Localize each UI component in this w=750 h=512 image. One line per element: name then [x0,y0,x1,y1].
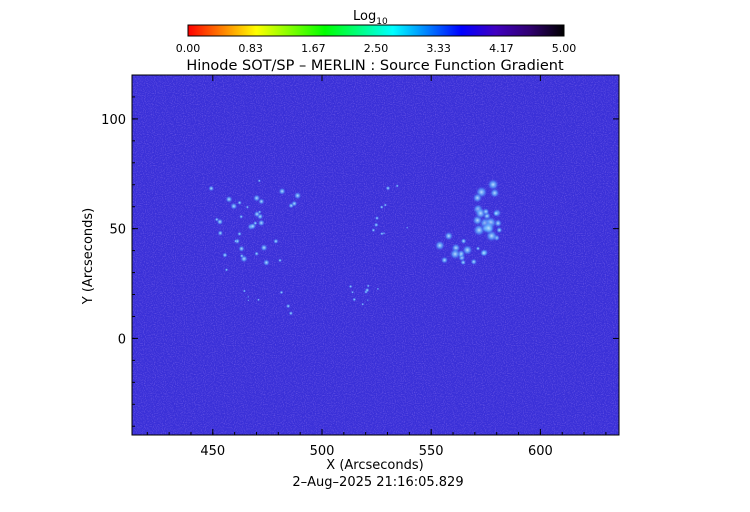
heatmap-bright-spot [242,289,246,293]
heatmap-bright-spot [366,299,369,302]
x-tick-label: 500 [310,444,335,459]
heatmap-bright-spot [217,230,224,237]
heatmap-bright-spot [239,253,244,259]
colorbar-tick-label: 5.00 [552,42,577,55]
heatmap-bright-spot [247,295,250,298]
heatmap-bright-spot [351,290,354,294]
heatmap-bright-spot [253,210,261,218]
heatmap-bright-spot [293,191,302,200]
heatmap-bright-spot [279,290,284,295]
heatmap-bright-spot [460,238,467,245]
heatmap-bright-spot [492,210,500,217]
heatmap-bright-spot [278,258,282,263]
heatmap-bright-spot [262,259,270,267]
heatmap-speckle [132,75,619,435]
heatmap-bright-spot [288,311,294,316]
heatmap-bright-spot [449,248,461,260]
colorbar-tick-label: 0.00 [176,42,201,55]
heatmap-bright-spot [291,200,298,207]
heatmap-bright-spot [239,214,244,219]
colorbar-label: Log10 [353,9,388,27]
heatmap-bright-spot [285,303,291,309]
heatmap-bright-spot [216,218,224,226]
plot-frame [131,74,620,436]
heatmap-bright-spot [376,287,380,291]
x-tick-label: 550 [419,444,444,459]
heatmap-bright-spot [352,297,357,302]
bright-regions [208,178,503,316]
heatmap-bright-spot [230,202,238,210]
colorbar [187,24,565,37]
heatmap-bright-spot [460,259,467,266]
heatmap-bright-spot [224,268,229,272]
x-tick-label: 600 [528,444,553,459]
heatmap-bright-spot [252,194,261,202]
colorbar-tick-label: 1.67 [301,42,326,55]
heatmap-bright-spot [406,226,409,229]
heatmap-bright-spot [383,203,387,207]
y-tick-label: 0 [118,332,126,347]
heatmap-bright-spot [371,228,376,233]
heatmap-bright-spot [496,226,503,234]
heatmap-bright-spot [237,231,242,237]
heatmap-bright-spot [237,200,242,205]
heatmap-bright-spot [364,287,370,293]
y-tick-label: 100 [101,113,126,128]
colorbar-tick-label: 3.33 [426,42,451,55]
heatmap-bright-spot [366,284,370,288]
heatmap-bright-spot [487,178,500,191]
heatmap-bright-spot [249,222,257,230]
heatmap-bright-spot [395,184,399,188]
heatmap-bright-spot [482,207,490,216]
heatmap-bright-spot [260,243,268,252]
heatmap-bright-spot [238,245,245,252]
heatmap-bright-spot [222,252,228,258]
heatmap-bright-spot [257,179,261,183]
y-axis-label: Y (Arcseconds) [81,208,96,305]
heatmap-bright-spot [475,246,481,251]
heatmap-bright-spot [273,238,279,245]
heatmap-bright-spot [208,185,215,192]
heatmap-bright-spot [233,239,238,243]
heatmap-bright-spot [481,221,496,235]
heatmap-bright-spot [489,188,500,198]
heatmap-bright-spot [245,205,250,209]
heatmap-bright-spot [444,231,454,241]
colorbar-tick-label: 4.17 [489,42,514,55]
heatmap-bright-spot [361,302,365,306]
heatmap-bright-spot [257,298,260,302]
x-axis-label: X (Arcseconds) [326,458,423,473]
x-tick-label: 450 [200,444,225,459]
heatmap-bright-spot [385,185,391,191]
y-tick-label: 50 [109,223,126,238]
heatmap-bright-spot [373,222,379,228]
heatmap-bright-spot [225,195,233,203]
heatmap-bright-spot [247,299,250,302]
heatmap-bright-spot [374,215,380,221]
heatmap-bright-spot [434,240,446,251]
heatmap-bright-spot [278,187,286,196]
heatmap-bright-spot [440,256,449,264]
axes: 450 500 550 600 0 50 100 [101,74,619,459]
colorbar-tick-label: 0.83 [238,42,263,55]
colorbar-label-base: Log [353,9,376,24]
colorbar-tick-label: 2.50 [364,42,389,55]
heatmap-bright-spot [257,219,265,227]
colorbar-label-subscript: 10 [376,17,388,27]
chart-title: Hinode SOT/SP – MERLIN : Source Function… [186,58,564,74]
heatmap-bright-spot [470,258,478,266]
heatmap-bright-spot [348,284,353,289]
colorbar-tick-labels: 0.00 0.83 1.67 2.50 3.33 4.17 5.00 [176,42,577,55]
heatmap-bright-spot [479,249,488,257]
heatmap-bright-spot [472,192,483,203]
heatmap-bright-spot [379,205,384,210]
heatmap-bright-spot [382,231,386,235]
plot-area [132,75,619,435]
heatmap-bright-spot [254,251,259,257]
timestamp: 2–Aug–2025 21:16:05.829 [292,475,463,490]
